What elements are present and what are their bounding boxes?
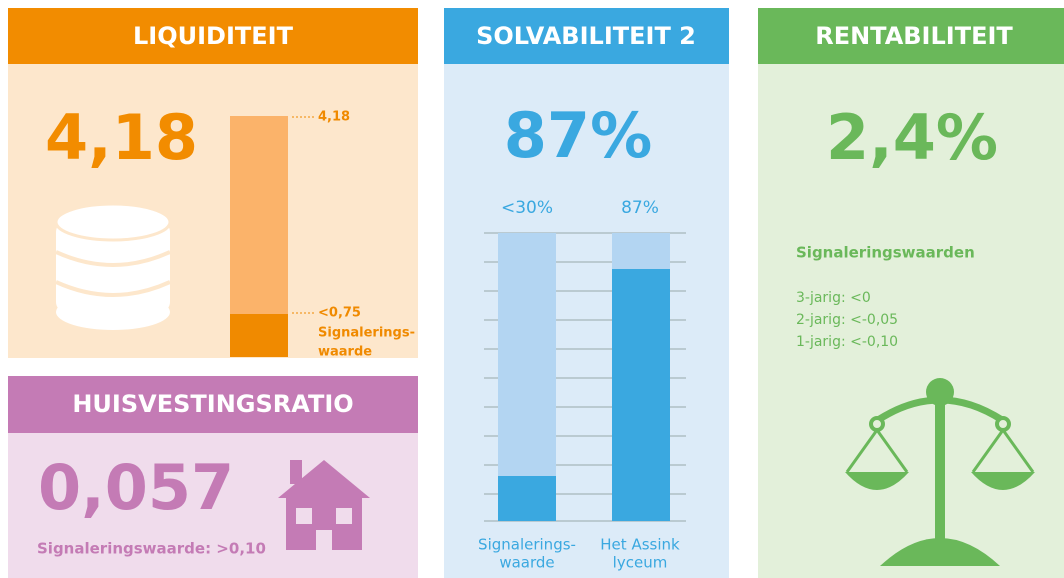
- bar: [230, 314, 288, 357]
- threshold: 1-jarig: <-0,10: [796, 334, 898, 350]
- big-value: 2,4%: [826, 101, 998, 174]
- coins-icon: [54, 202, 172, 330]
- panel-header: [758, 8, 1064, 64]
- bar-caption: Signalerings-: [478, 536, 576, 554]
- bar: [498, 233, 556, 521]
- panel-title: HUISVESTINGSRATIO: [72, 390, 353, 418]
- panel-title: RENTABILITEIT: [815, 22, 1013, 50]
- house-icon: [278, 460, 370, 550]
- bar: [612, 269, 670, 521]
- threshold: 3-jarig: <0: [796, 290, 871, 306]
- panel-header: [444, 8, 729, 64]
- caption: Signaleringswaarde: >0,10: [37, 540, 266, 558]
- bar-caption: Signalerings-: [318, 326, 415, 341]
- scale-icon: [845, 378, 1035, 566]
- bar-caption: lyceum: [613, 554, 668, 572]
- bar-label: 4,18: [318, 110, 350, 125]
- panel-body: [758, 64, 1064, 578]
- bar: [498, 476, 556, 521]
- bar-caption: waarde: [318, 345, 372, 360]
- bar-label: 87%: [621, 198, 659, 218]
- panel-title: SOLVABILITEIT 2: [476, 22, 696, 50]
- bar-label: <0,75: [318, 306, 361, 321]
- bar-caption: waarde: [499, 554, 554, 572]
- panel-title: LIQUIDITEIT: [133, 22, 294, 50]
- panel-header: [8, 376, 418, 433]
- panel-body: [444, 64, 729, 578]
- big-value: 4,18: [45, 101, 198, 174]
- big-value: 0,057: [38, 451, 234, 524]
- panel-header: [8, 8, 418, 64]
- bar-label: <30%: [501, 198, 553, 218]
- big-value: 87%: [504, 99, 652, 172]
- threshold: 2-jarig: <-0,05: [796, 312, 898, 328]
- subtitle: Signaleringswaarden: [796, 244, 975, 262]
- bar-caption: Het Assink: [600, 536, 680, 554]
